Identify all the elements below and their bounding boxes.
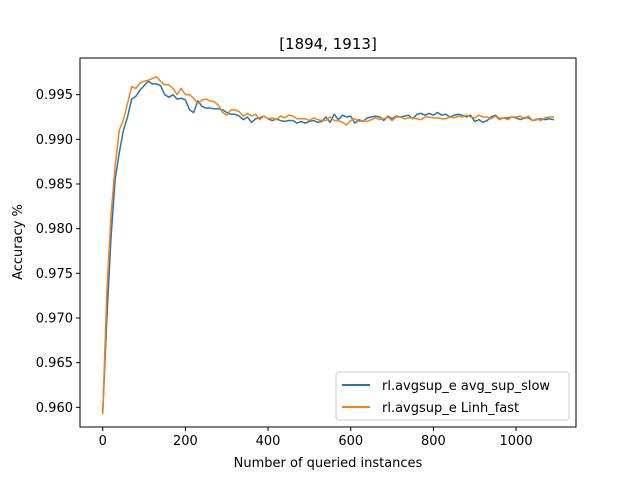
series-line-rl-avgsup-e-linh-fast xyxy=(101,76,555,415)
y-tick-label: 0.990 xyxy=(36,133,73,148)
x-axis: 0 200 400 600 800 1000 xyxy=(99,427,533,449)
y-tick-label: 0.975 xyxy=(36,267,73,282)
x-tick-label: 0 xyxy=(99,434,107,449)
plot-frame xyxy=(79,57,577,428)
x-axis-label: Number of queried instances xyxy=(234,456,423,471)
x-tick-label: 200 xyxy=(173,434,198,449)
y-tick-label: 0.995 xyxy=(36,88,73,103)
y-axis-label: Accuracy % xyxy=(11,204,26,280)
y-axis: 0.960 0.965 0.970 0.975 0.980 0.985 0.990 0.995 xyxy=(36,88,80,416)
y-tick-label: 0.960 xyxy=(36,401,73,416)
y-tick-label: 0.970 xyxy=(36,311,73,326)
legend: rl.avgsup_e avg_sup_slow rl.avgsup_e Lin… xyxy=(335,371,570,421)
x-tick-label: 1000 xyxy=(500,434,533,449)
chart-title: [1894, 1913] xyxy=(279,35,377,53)
x-tick-label: 600 xyxy=(338,434,363,449)
legend-label-avg-sup-slow: rl.avgsup_e avg_sup_slow xyxy=(382,379,550,394)
x-tick-label: 800 xyxy=(421,434,446,449)
legend-box xyxy=(335,371,570,421)
y-tick-label: 0.985 xyxy=(36,177,73,192)
series-layer xyxy=(101,76,555,415)
y-tick-label: 0.980 xyxy=(36,222,73,237)
legend-label-linh-fast: rl.avgsup_e Linh_fast xyxy=(382,401,519,416)
x-tick-label: 400 xyxy=(256,434,281,449)
y-tick-label: 0.965 xyxy=(36,356,73,371)
